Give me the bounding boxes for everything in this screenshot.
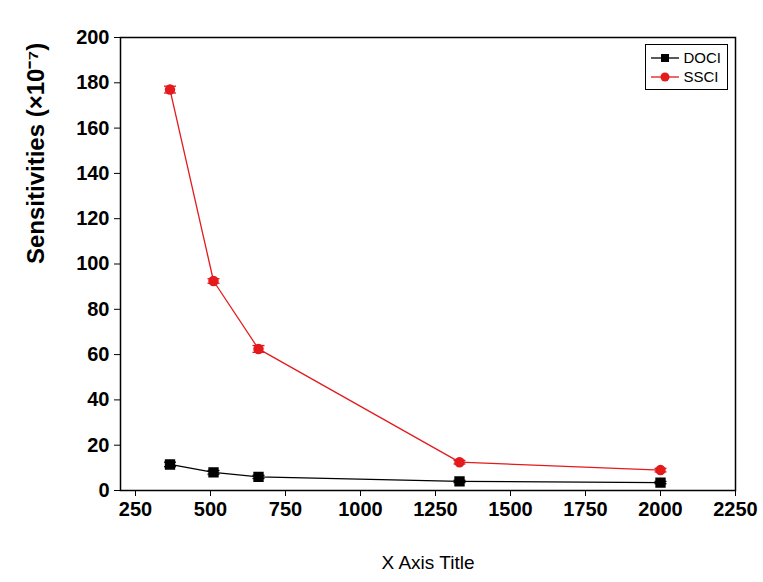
svg-text:100: 100: [76, 252, 109, 274]
svg-text:180: 180: [76, 71, 109, 93]
svg-text:0: 0: [98, 479, 109, 501]
svg-text:500: 500: [194, 498, 227, 520]
svg-text:250: 250: [119, 498, 152, 520]
svg-text:60: 60: [87, 343, 109, 365]
svg-text:2000: 2000: [638, 498, 683, 520]
svg-text:40: 40: [87, 388, 109, 410]
svg-text:1500: 1500: [488, 498, 533, 520]
svg-text:2250: 2250: [713, 498, 758, 520]
svg-text:200: 200: [76, 26, 109, 48]
html-text:DOCI: DOCI: [683, 49, 721, 66]
svg-text:140: 140: [76, 162, 109, 184]
svg-text:160: 160: [76, 117, 109, 139]
svg-text:X Axis Title: X Axis Title: [382, 552, 475, 573]
svg-text:1250: 1250: [413, 498, 458, 520]
html-text:SSCI: SSCI: [683, 68, 719, 85]
svg-text:20: 20: [87, 434, 109, 456]
svg-text:Sensitivities (×10⁻⁷): Sensitivities (×10⁻⁷): [22, 43, 49, 264]
svg-text:750: 750: [269, 498, 302, 520]
svg-text:1750: 1750: [563, 498, 608, 520]
svg-text:120: 120: [76, 207, 109, 229]
svg-text:1000: 1000: [338, 498, 383, 520]
svg-text:80: 80: [87, 298, 109, 320]
